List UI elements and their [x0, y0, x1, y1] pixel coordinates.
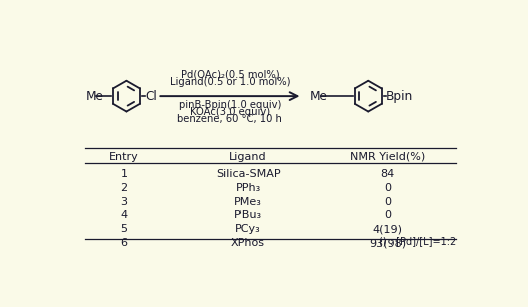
Text: 3: 3: [120, 196, 128, 207]
Text: 93(98): 93(98): [369, 238, 406, 248]
Text: PMe₃: PMe₃: [234, 196, 262, 207]
Text: 0: 0: [384, 211, 391, 220]
Text: 84: 84: [381, 169, 395, 179]
Text: Me: Me: [310, 90, 328, 103]
Text: pinB-Bpin(1.0 equiv): pinB-Bpin(1.0 equiv): [178, 100, 281, 110]
Text: 4(19): 4(19): [373, 224, 403, 234]
Text: NMR Yield(%): NMR Yield(%): [350, 152, 425, 162]
Text: KOAc(3.0 equiv): KOAc(3.0 equiv): [190, 107, 270, 117]
Text: PPh₃: PPh₃: [235, 183, 261, 193]
Text: Silica-SMAP: Silica-SMAP: [216, 169, 280, 179]
Text: Entry: Entry: [109, 152, 139, 162]
Text: () : [Pd]/[L]=1:2: () : [Pd]/[L]=1:2: [379, 236, 456, 246]
Text: 2: 2: [120, 183, 128, 193]
Text: XPhos: XPhos: [231, 238, 265, 248]
Text: benzene, 60 °C, 10 h: benzene, 60 °C, 10 h: [177, 114, 282, 124]
Text: Cl: Cl: [145, 90, 157, 103]
Text: PCy₃: PCy₃: [235, 224, 261, 234]
Text: 4: 4: [120, 211, 128, 220]
Text: 6: 6: [120, 238, 128, 248]
Text: 0: 0: [384, 196, 391, 207]
Text: 5: 5: [120, 224, 128, 234]
Text: 1: 1: [120, 169, 128, 179]
Text: PⁱBu₃: PⁱBu₃: [234, 211, 262, 220]
Text: Me: Me: [86, 90, 103, 103]
Text: 0: 0: [384, 183, 391, 193]
Text: Ligand(0.5 or 1.0 mol%): Ligand(0.5 or 1.0 mol%): [169, 77, 290, 87]
Text: Pd(OAc)₂(0.5 mol%): Pd(OAc)₂(0.5 mol%): [181, 69, 279, 79]
Text: Bpin: Bpin: [386, 90, 413, 103]
Text: Ligand: Ligand: [229, 152, 267, 162]
